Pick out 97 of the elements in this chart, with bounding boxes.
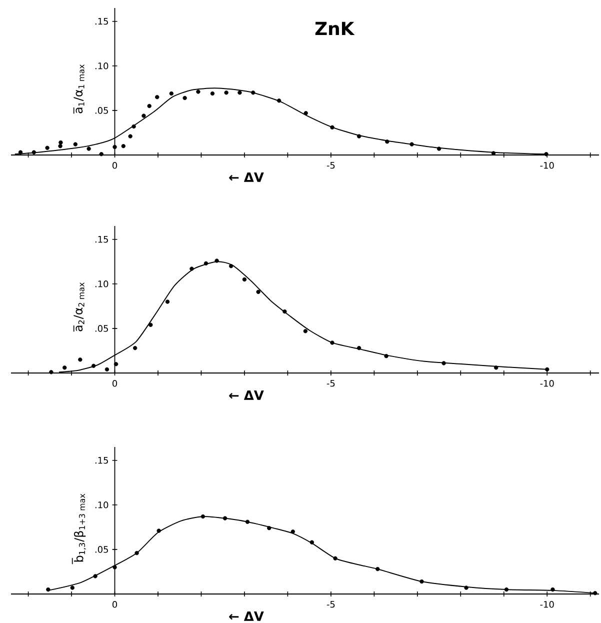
- y-tick-label: .15: [95, 236, 108, 243]
- point: [112, 144, 117, 150]
- point: [99, 152, 104, 156]
- point: [86, 146, 91, 151]
- point: [251, 90, 256, 95]
- y-tick-label: .15: [95, 18, 108, 25]
- x-tick-label: -5: [326, 162, 335, 169]
- point: [196, 90, 200, 94]
- x-tick-label: -10: [540, 601, 554, 608]
- point: [385, 140, 390, 144]
- point: [165, 300, 170, 304]
- point: [304, 111, 308, 116]
- y-axis-title: a̅$_{1}$/α$_{1 max}$: [73, 64, 84, 114]
- point: [32, 150, 36, 154]
- point: [228, 264, 234, 268]
- point: [267, 526, 272, 530]
- point: [132, 124, 136, 129]
- point: [147, 104, 152, 108]
- point: [224, 90, 228, 95]
- point: [550, 587, 555, 592]
- x-axis-title: ← ΔV: [229, 172, 264, 182]
- point: [45, 146, 50, 150]
- y-axis-title: b̅$_{1,3}$/β$_{1+3 max}$: [72, 494, 86, 564]
- point: [222, 516, 228, 520]
- point: [238, 90, 242, 95]
- y-tick-label: .10: [95, 280, 108, 288]
- point: [494, 366, 498, 370]
- point: [504, 587, 509, 592]
- point: [282, 309, 287, 314]
- point: [210, 91, 215, 96]
- x-tick-label: -5: [326, 601, 335, 608]
- point: [156, 528, 161, 533]
- point: [58, 140, 63, 145]
- point: [128, 134, 132, 138]
- point: [142, 114, 146, 118]
- point: [148, 322, 153, 327]
- point: [190, 266, 194, 271]
- point: [91, 364, 96, 368]
- point: [410, 142, 414, 146]
- point: [544, 152, 548, 156]
- point: [18, 150, 23, 154]
- point: [376, 566, 380, 572]
- x-tick-label: -5: [326, 380, 335, 387]
- point: [464, 586, 468, 590]
- point: [112, 565, 117, 570]
- point: [204, 261, 208, 266]
- point: [93, 574, 98, 578]
- x-tick-label: 0: [112, 162, 118, 169]
- point: [49, 370, 54, 374]
- point: [134, 550, 139, 556]
- point: [384, 354, 388, 358]
- point: [73, 142, 78, 146]
- point: [70, 586, 74, 590]
- x-axis-title: ← ΔV: [229, 390, 264, 400]
- text: ZnK: [315, 22, 355, 36]
- point: [333, 556, 338, 560]
- point: [310, 540, 314, 544]
- x-tick-label: 0: [112, 601, 118, 608]
- y-tick-label: .05: [95, 546, 108, 553]
- point: [104, 367, 110, 372]
- y-tick-label: .15: [95, 457, 108, 464]
- x-axis-title: ← ΔV: [229, 611, 264, 621]
- point: [214, 258, 219, 263]
- point: [114, 362, 118, 366]
- y-tick-label: .05: [95, 107, 108, 114]
- y-tick-label: .10: [95, 502, 108, 508]
- point: [62, 366, 67, 370]
- point: [121, 144, 126, 148]
- x-tick-label: -10: [540, 380, 554, 387]
- point: [545, 367, 550, 372]
- point: [356, 346, 362, 350]
- point: [436, 146, 442, 151]
- point: [420, 579, 424, 584]
- point: [442, 361, 446, 366]
- y-tick-label: .10: [95, 62, 108, 70]
- point: [132, 346, 138, 350]
- point: [330, 125, 334, 130]
- point: [276, 98, 282, 103]
- point: [155, 94, 160, 100]
- point: [303, 329, 308, 334]
- y-axis-title: a̅$_{2}$/α$_{2 max}$: [73, 282, 84, 332]
- point: [330, 340, 334, 345]
- x-tick-label: 0: [112, 380, 118, 387]
- point: [593, 591, 598, 596]
- point: [242, 277, 247, 282]
- point: [290, 530, 295, 534]
- point: [169, 91, 174, 96]
- x-tick-label: -10: [540, 162, 554, 169]
- point: [182, 96, 187, 100]
- point: [58, 144, 62, 148]
- point: [245, 520, 250, 524]
- point: [200, 514, 206, 519]
- y-tick-label: .05: [95, 325, 108, 332]
- point: [46, 587, 50, 592]
- point: [78, 358, 82, 362]
- point: [256, 290, 260, 294]
- point: [356, 134, 362, 138]
